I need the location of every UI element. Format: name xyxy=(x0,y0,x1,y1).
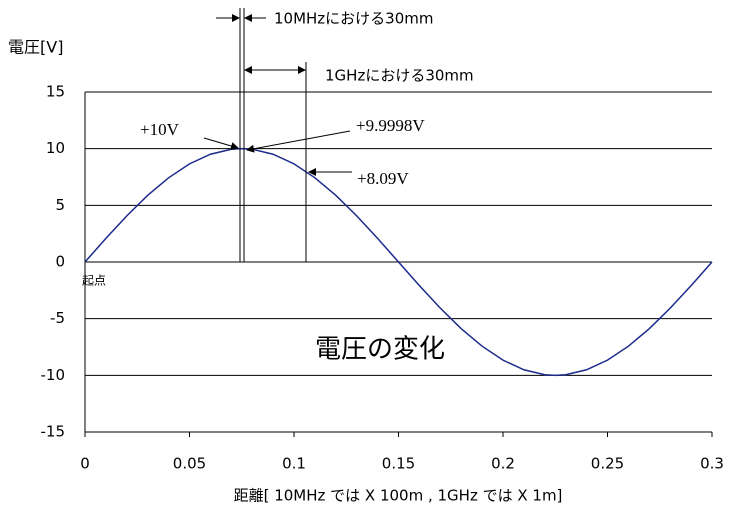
y-tick-label: 15 xyxy=(46,83,65,101)
x-tick-label: 0 xyxy=(80,455,90,473)
x-tick-label: 0.15 xyxy=(382,455,415,473)
y-tick-label: -5 xyxy=(50,309,65,327)
guides xyxy=(203,8,352,262)
plot-area: -15 -10 -5 0 5 10 15 0 0.05 0.1 0.15 0.2 0.25 0.3 xyxy=(41,83,724,473)
x-tick-label: 0.05 xyxy=(173,455,206,473)
annotation: +10V xyxy=(140,120,180,139)
x-tick-label: 0.2 xyxy=(491,455,515,473)
y-tick-label: -10 xyxy=(41,366,66,384)
x-axis-label: 距離[ 10MHz では X 100m , 1GHz では X 1m] xyxy=(234,487,563,505)
annotation: 起点 xyxy=(82,274,106,288)
x-tick-label: 0.1 xyxy=(282,455,306,473)
annotation: 1GHzにおける30mm xyxy=(325,67,474,85)
data-line xyxy=(84,147,713,377)
arrow xyxy=(203,137,239,150)
y-tick-label: 5 xyxy=(55,196,65,214)
y-axis-label: 電圧[V] xyxy=(8,38,63,57)
annotation: 電圧の変化 xyxy=(315,335,445,365)
x-tick-label: 0.3 xyxy=(700,455,724,473)
annotation: +8.09V xyxy=(357,169,409,188)
annotation: +9.9998V xyxy=(356,116,425,135)
annotation: 10MHzにおける30mm xyxy=(274,10,434,28)
arrow xyxy=(246,130,351,153)
y-tick-label: 0 xyxy=(55,253,65,271)
y-tick-label: 10 xyxy=(46,139,65,157)
x-tick-label: 0.25 xyxy=(591,455,624,473)
y-tick-label: -15 xyxy=(41,423,66,441)
